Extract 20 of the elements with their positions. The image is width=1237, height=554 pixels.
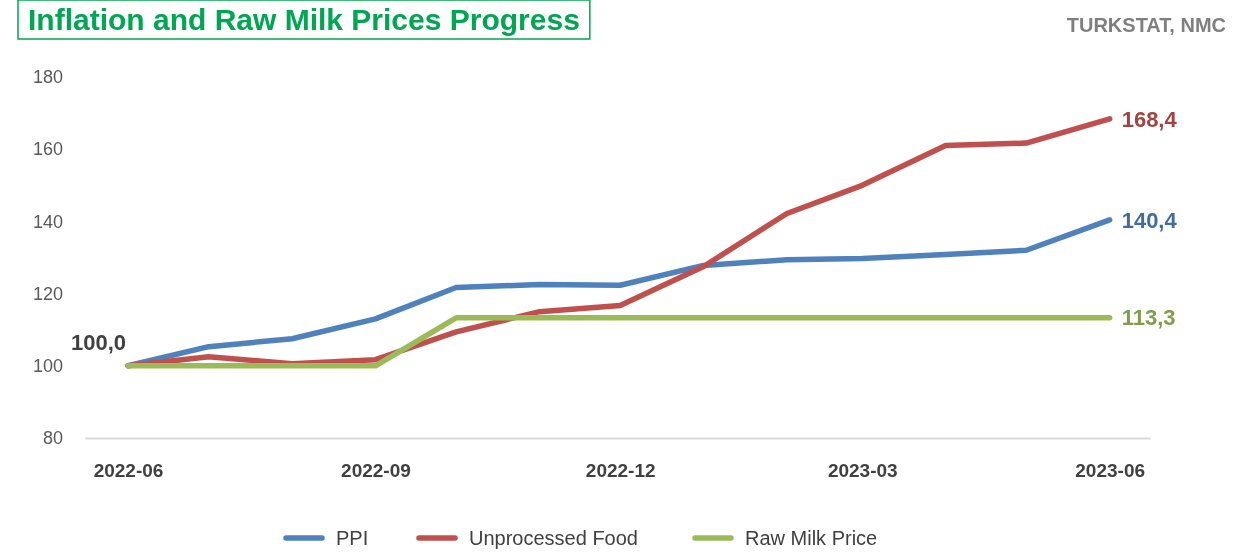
y-tick-label: 120	[32, 283, 63, 304]
legend-label: PPI	[336, 527, 369, 549]
x-tick-label: 2022-06	[93, 460, 164, 482]
x-tick-label: 2022-09	[341, 460, 411, 482]
x-tick-label: 2022-12	[585, 460, 656, 482]
chart-title: Inflation and Raw Milk Prices Progress	[28, 3, 580, 36]
y-tick-label: 180	[32, 67, 63, 88]
x-tick-label: 2023-03	[827, 460, 898, 482]
annotation: 100,0	[70, 329, 127, 355]
legend-label: Unprocessed Food	[469, 527, 638, 549]
y-tick-label: 160	[32, 139, 63, 160]
x-tick-label: 2023-06	[1075, 460, 1146, 482]
data-label: 113,3	[1121, 305, 1176, 331]
legend-label: Raw Milk Price	[745, 527, 878, 549]
y-tick-label: 140	[32, 211, 63, 232]
data-label: 140,4	[1121, 207, 1178, 233]
text: TURKSTAT, NMC	[1066, 14, 1226, 36]
data-label: 168,4	[1121, 106, 1178, 132]
y-tick-label: 100	[32, 356, 63, 377]
y-tick-label: 80	[42, 428, 63, 449]
